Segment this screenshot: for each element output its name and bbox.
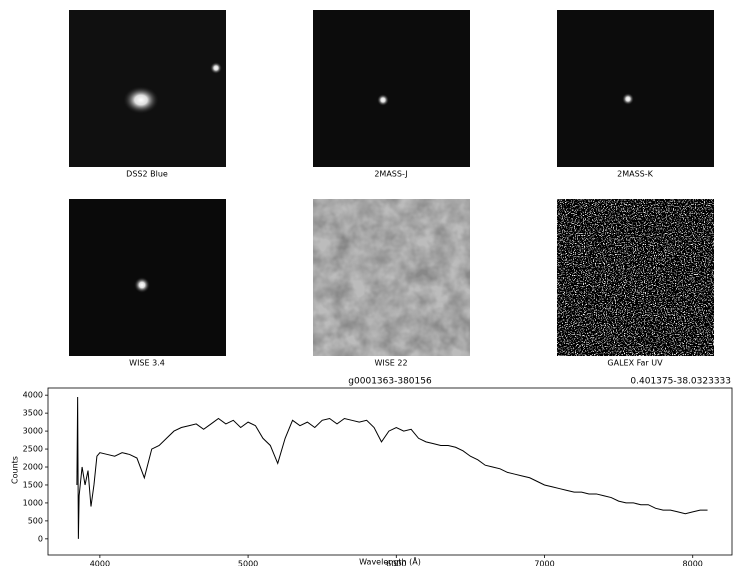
panel-label: 2MASS-J	[374, 170, 407, 179]
plot-frame	[48, 388, 732, 555]
x-tick-label: 7000	[534, 560, 554, 567]
chart-subtitle: 0.401375-38.0323333	[630, 377, 731, 387]
y-tick-label: 2500	[23, 445, 43, 454]
panel-label: DSS2 Blue	[126, 170, 168, 179]
image-panel	[69, 10, 226, 167]
image-panel	[557, 10, 714, 167]
image-panel	[69, 199, 226, 356]
x-tick-label: 4000	[90, 560, 110, 567]
y-tick-label: 1000	[23, 498, 43, 507]
x-tick-label: 8000	[683, 560, 703, 567]
x-tick-label: 5000	[238, 560, 258, 567]
y-tick-label: 4000	[23, 391, 43, 400]
chart-title: g0001363-380156	[348, 377, 432, 387]
y-axis-label: Counts	[11, 456, 20, 484]
image-panel	[313, 10, 470, 167]
page: DSS2 Blue 2MASS-J 2MASS-K WISE 3.4 WISE …	[0, 0, 733, 570]
image-panel	[557, 199, 714, 356]
spectrum-line	[77, 397, 708, 539]
y-tick-label: 2000	[23, 463, 43, 472]
panel-label: WISE 3.4	[129, 359, 165, 368]
y-tick-label: 3000	[23, 427, 43, 436]
y-tick-label: 0	[38, 534, 43, 543]
panel-label: GALEX Far UV	[607, 359, 663, 368]
panel-label: WISE 22	[374, 359, 407, 368]
image-panel	[313, 199, 470, 356]
y-tick-label: 1500	[23, 480, 43, 489]
panel-label: 2MASS-K	[617, 170, 654, 179]
y-tick-label: 500	[28, 516, 43, 525]
x-tick-label: 6000	[386, 560, 406, 567]
y-tick-label: 3500	[23, 409, 43, 418]
figure: DSS2 Blue 2MASS-J 2MASS-K WISE 3.4 WISE …	[0, 0, 733, 566]
